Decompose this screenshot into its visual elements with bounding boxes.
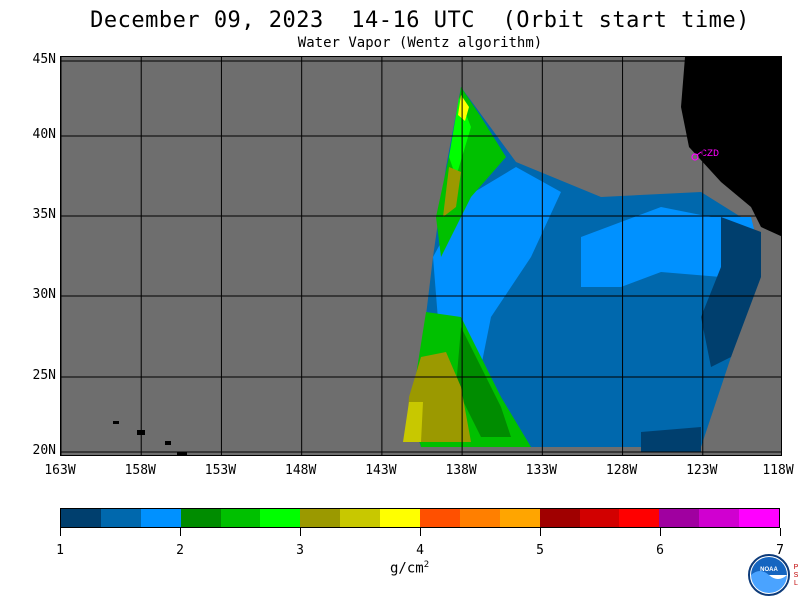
colorbar-swatch [659,509,700,527]
island [113,421,119,424]
colorbar-tick-label: 3 [296,543,304,558]
colorbar-tick [780,528,781,536]
noaa-logo-text: NOAA [760,567,778,573]
latitude-label: 35N [32,207,56,222]
island [177,452,187,455]
units-exponent: 2 [423,560,430,570]
colorbar-swatch [539,509,580,527]
longitude-label: 153W [204,463,237,478]
colorbar-swatch [739,509,780,527]
colorbar-units: g/cm2 [390,560,429,577]
swath-olive-south [406,352,471,442]
longitude-label: 123W [686,463,718,478]
units-base: g/cm [390,560,424,577]
colorbar-swatch [380,509,421,527]
station-marker-leader [696,151,702,156]
map-panel: CZD [60,56,782,456]
longitude-label: 133W [525,463,557,478]
island [165,441,171,445]
colorbar-tick-label: 2 [176,543,184,558]
chart-subtitle: Water Vapor (Wentz algorithm) [297,35,543,51]
map-grid [61,57,781,455]
colorbar-swatch [300,509,341,527]
colorbar-swatch [340,509,381,527]
colorbar-swatch [100,509,141,527]
colorbar-swatch [220,509,261,527]
colorbar-swatch [579,509,620,527]
colorbar-swatch [260,509,301,527]
water-vapor-map: CZD [61,57,781,455]
noaa-logo-sky [751,557,787,575]
colorbar-swatch [619,509,660,527]
colorbar-swatch [699,509,740,527]
colorbar-tick-label: 7 [776,543,784,558]
station-marker: CZD [691,149,719,161]
colorbar-swatch [459,509,500,527]
swath-olive-north [443,167,461,217]
swath-dark-blue-south [641,427,701,452]
station-marker-circle [691,153,699,161]
swath-green-north [436,87,506,257]
colorbar-tick [180,528,181,536]
latitude-label: 25N [32,368,56,383]
longitude-label: 148W [285,463,317,478]
longitude-label: 118W [762,463,794,478]
latitude-label: 20N [32,443,56,458]
latitude-label: 45N [32,52,56,67]
colorbar-swatch [499,509,540,527]
swath-yellow-south [403,402,423,442]
land-west-coast [681,57,781,237]
colorbar-tick-label: 4 [416,543,424,558]
colorbar-swatch [140,509,181,527]
swath-light-blue-band [433,167,561,367]
colorbar-tick-label: 6 [656,543,664,558]
swath-dark-blue-east [701,217,761,367]
colorbar-tick [420,528,421,536]
colorbar-tick [60,528,61,536]
colorbar-tick-label: 5 [536,543,544,558]
latitude-label: 30N [32,287,56,302]
longitude-label: 163W [44,463,76,478]
noaa-logo-wave [751,571,787,593]
colorbar-tick [540,528,541,536]
swath-yellow-tip [458,95,469,121]
latitude-label: 40N [32,127,56,142]
station-label: CZD [701,149,719,160]
colorbar-tick-label: 1 [56,543,64,558]
colorbar-tick [300,528,301,536]
colorbar-swatch [180,509,221,527]
colorbar-swatch [420,509,460,527]
swath-dark-green-south [456,327,511,437]
noaa-logo: NOAA [748,554,790,596]
longitude-label: 158W [124,463,156,478]
swath-light-blue-east [581,207,761,287]
longitude-label: 138W [445,463,477,478]
colorbar-swatch [61,509,101,527]
longitude-label: 128W [605,463,638,478]
longitude-label: 143W [365,463,397,478]
chart-title: December 09, 2023 14-16 UTC (Orbit start… [90,8,750,33]
colorbar [60,508,780,528]
swath-data [403,87,761,452]
colorbar-tick [660,528,661,536]
